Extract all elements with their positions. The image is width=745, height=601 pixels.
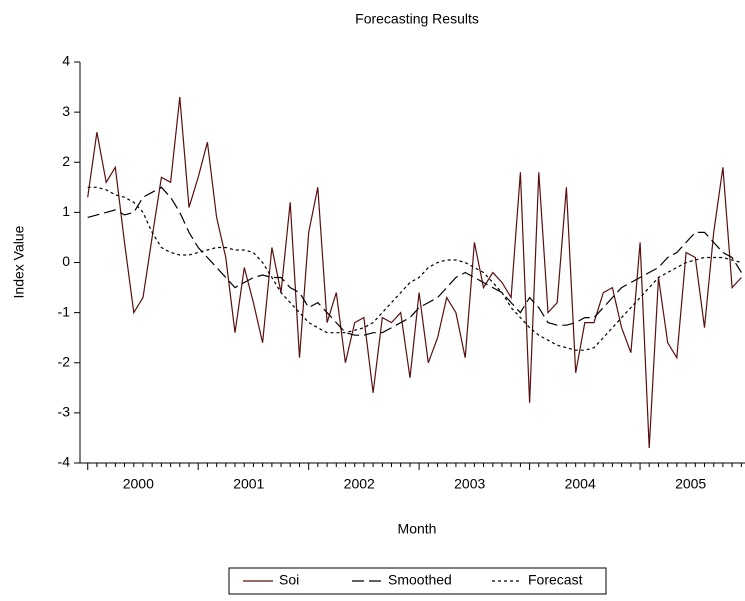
y-tick-label: -4 <box>58 454 71 470</box>
legend-label: Soi <box>279 572 299 588</box>
x-tick-label: 2000 <box>123 476 154 492</box>
x-tick-label: 2001 <box>233 476 264 492</box>
x-tick-label: 2004 <box>565 476 596 492</box>
y-tick-label: -3 <box>58 404 71 420</box>
series-line <box>87 97 742 449</box>
y-tick-label: 3 <box>62 103 70 119</box>
y-tick-label: 4 <box>62 53 70 69</box>
y-axis-label: Index Value <box>11 225 27 298</box>
legend-label: Forecast <box>528 572 583 588</box>
y-tick-label: -2 <box>58 353 71 369</box>
x-tick-label: 2003 <box>454 476 485 492</box>
y-tick-label: 1 <box>62 203 70 219</box>
legend-box <box>228 567 607 595</box>
x-tick-label: 2002 <box>344 476 375 492</box>
x-tick-label: 2005 <box>675 476 706 492</box>
chart-title: Forecasting Results <box>355 11 479 27</box>
y-tick-label: -1 <box>58 303 71 319</box>
x-axis-label: Month <box>398 521 437 537</box>
legend-label: Smoothed <box>388 572 452 588</box>
series-line <box>87 186 742 336</box>
y-tick-label: 2 <box>62 153 70 169</box>
series-line <box>87 186 742 351</box>
y-tick-label: 0 <box>62 253 70 269</box>
